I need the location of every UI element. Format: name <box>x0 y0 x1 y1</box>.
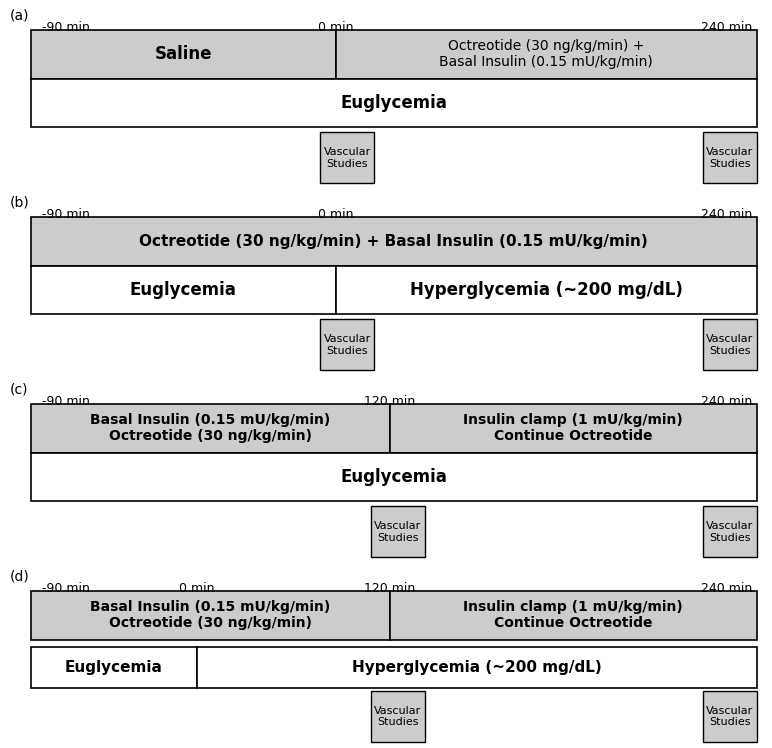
Text: -90 min: -90 min <box>42 21 90 34</box>
Text: Basal Insulin (0.15 mU/kg/min)
Octreotide (30 ng/kg/min): Basal Insulin (0.15 mU/kg/min) Octreotid… <box>90 413 330 444</box>
Text: 240 min: 240 min <box>702 208 753 221</box>
Text: Octreotide (30 ng/kg/min) +
Basal Insulin (0.15 mU/kg/min): Octreotide (30 ng/kg/min) + Basal Insuli… <box>439 39 653 70</box>
Text: Hyperglycemia (~200 mg/dL): Hyperglycemia (~200 mg/dL) <box>352 660 601 675</box>
Bar <box>31 79 757 127</box>
Text: 120 min: 120 min <box>364 582 415 595</box>
Bar <box>336 266 757 314</box>
Bar <box>390 404 757 453</box>
Bar <box>31 591 390 640</box>
Text: Vascular
Studies: Vascular Studies <box>374 706 422 727</box>
Text: Octreotide (30 ng/kg/min) + Basal Insulin (0.15 mU/kg/min): Octreotide (30 ng/kg/min) + Basal Insuli… <box>139 233 648 249</box>
Bar <box>703 319 757 370</box>
Text: Basal Insulin (0.15 mU/kg/min)
Octreotide (30 ng/kg/min): Basal Insulin (0.15 mU/kg/min) Octreotid… <box>90 600 330 631</box>
Bar <box>371 691 425 742</box>
Text: Euglycemia: Euglycemia <box>130 280 237 299</box>
Bar <box>31 647 197 688</box>
Text: (c): (c) <box>9 383 28 397</box>
Bar <box>197 647 757 688</box>
Bar <box>31 30 336 79</box>
Text: 240 min: 240 min <box>702 395 753 408</box>
Bar <box>320 319 374 370</box>
Text: (a): (a) <box>9 9 29 23</box>
Bar <box>31 404 390 453</box>
Text: Insulin clamp (1 mU/kg/min)
Continue Octreotide: Insulin clamp (1 mU/kg/min) Continue Oct… <box>463 413 683 444</box>
Text: 120 min: 120 min <box>364 395 415 408</box>
Text: Vascular
Studies: Vascular Studies <box>374 521 422 542</box>
Text: Vascular
Studies: Vascular Studies <box>706 334 753 355</box>
Text: Vascular
Studies: Vascular Studies <box>706 521 753 542</box>
Bar <box>320 132 374 183</box>
Text: 240 min: 240 min <box>702 21 753 34</box>
Text: Insulin clamp (1 mU/kg/min)
Continue Octreotide: Insulin clamp (1 mU/kg/min) Continue Oct… <box>463 600 683 631</box>
Bar <box>371 506 425 557</box>
Text: Vascular
Studies: Vascular Studies <box>706 706 753 727</box>
Text: 0 min: 0 min <box>179 582 215 595</box>
Text: Euglycemia: Euglycemia <box>340 94 447 112</box>
Text: Vascular
Studies: Vascular Studies <box>323 334 371 355</box>
Bar <box>703 691 757 742</box>
Text: (d): (d) <box>9 570 29 584</box>
Bar <box>703 132 757 183</box>
Bar <box>31 266 336 314</box>
Bar <box>31 217 757 266</box>
Text: Vascular
Studies: Vascular Studies <box>706 147 753 168</box>
Text: Saline: Saline <box>154 45 212 64</box>
Bar <box>31 453 757 501</box>
Text: -90 min: -90 min <box>42 582 90 595</box>
Text: -90 min: -90 min <box>42 208 90 221</box>
Text: -90 min: -90 min <box>42 395 90 408</box>
Text: 0 min: 0 min <box>318 208 354 221</box>
Text: 240 min: 240 min <box>702 582 753 595</box>
Text: Hyperglycemia (~200 mg/dL): Hyperglycemia (~200 mg/dL) <box>410 280 682 299</box>
Bar <box>336 30 757 79</box>
Text: 0 min: 0 min <box>318 21 354 34</box>
Text: (b): (b) <box>9 196 29 210</box>
Text: Euglycemia: Euglycemia <box>65 660 163 675</box>
Text: Euglycemia: Euglycemia <box>340 468 447 486</box>
Bar <box>703 506 757 557</box>
Text: Vascular
Studies: Vascular Studies <box>323 147 371 168</box>
Bar <box>390 591 757 640</box>
